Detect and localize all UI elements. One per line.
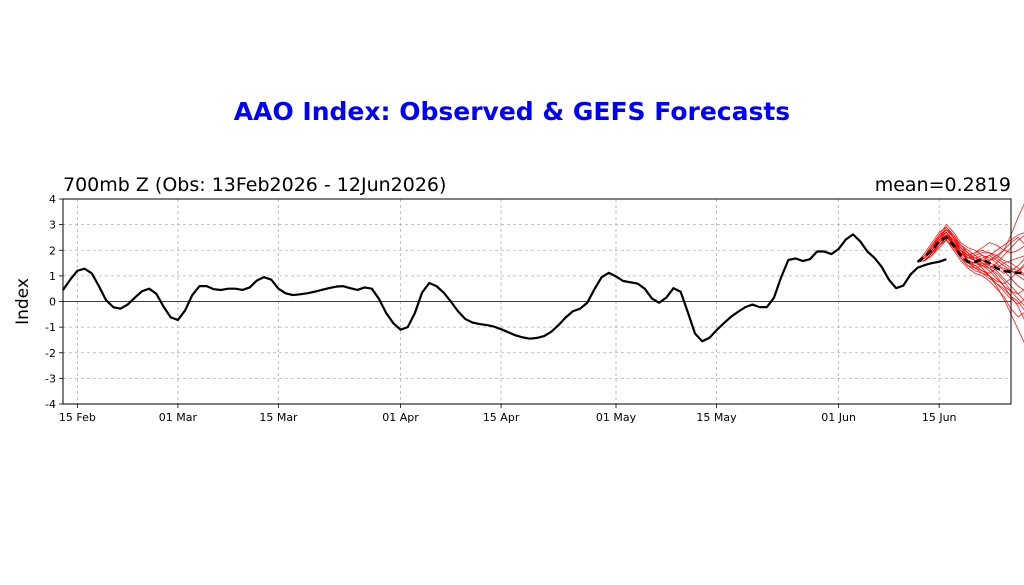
y-tick-label: -2: [45, 347, 56, 360]
y-tick-label: 0: [49, 296, 56, 309]
y-axis-label: Index: [13, 278, 33, 325]
x-tick-label: 01 May: [596, 411, 637, 424]
x-tick-label: 01 Jun: [821, 411, 856, 424]
forecast-member-line: [917, 226, 1024, 344]
forecast-mean-line: [916, 235, 1024, 275]
y-tick-label: -3: [45, 372, 56, 385]
observed-line: [62, 233, 947, 343]
x-tick-label: 01 Mar: [159, 411, 198, 424]
y-tick-label: 2: [49, 244, 56, 257]
forecast-mean: [916, 235, 1024, 275]
y-tick-label: 1: [49, 270, 56, 283]
chart-title: AAO Index: Observed & GEFS Forecasts: [233, 97, 791, 126]
mean-label: mean=0.2819: [875, 174, 1011, 196]
y-tick-label: 3: [49, 219, 56, 232]
chart-subtitle: 700mb Z (Obs: 13Feb2026 - 12Jun2026): [63, 174, 446, 196]
forecast-member-line: [917, 236, 1024, 285]
x-tick-label: 15 Mar: [259, 411, 298, 424]
y-tick-label: -4: [45, 398, 56, 411]
tick-layer: -4 -3 -2 -1 0 1 2 3 4 15 Feb 01 Mar 15 Mar 01 Apr 15 …: [45, 193, 957, 424]
y-tick-label: -1: [45, 321, 56, 334]
forecast-member-line: [917, 239, 1024, 318]
forecast-member-line: [917, 236, 1024, 269]
x-tick-label: 15 Apr: [483, 411, 520, 424]
x-tick-label: 15 Feb: [59, 411, 96, 424]
x-tick-label: 01 Apr: [382, 411, 419, 424]
x-tick-label: 15 May: [696, 411, 737, 424]
observed-series: [62, 233, 947, 343]
y-tick-label: 4: [49, 193, 56, 206]
forecast-member-line: [917, 226, 1024, 306]
x-tick-label: 15 Jun: [922, 411, 957, 424]
